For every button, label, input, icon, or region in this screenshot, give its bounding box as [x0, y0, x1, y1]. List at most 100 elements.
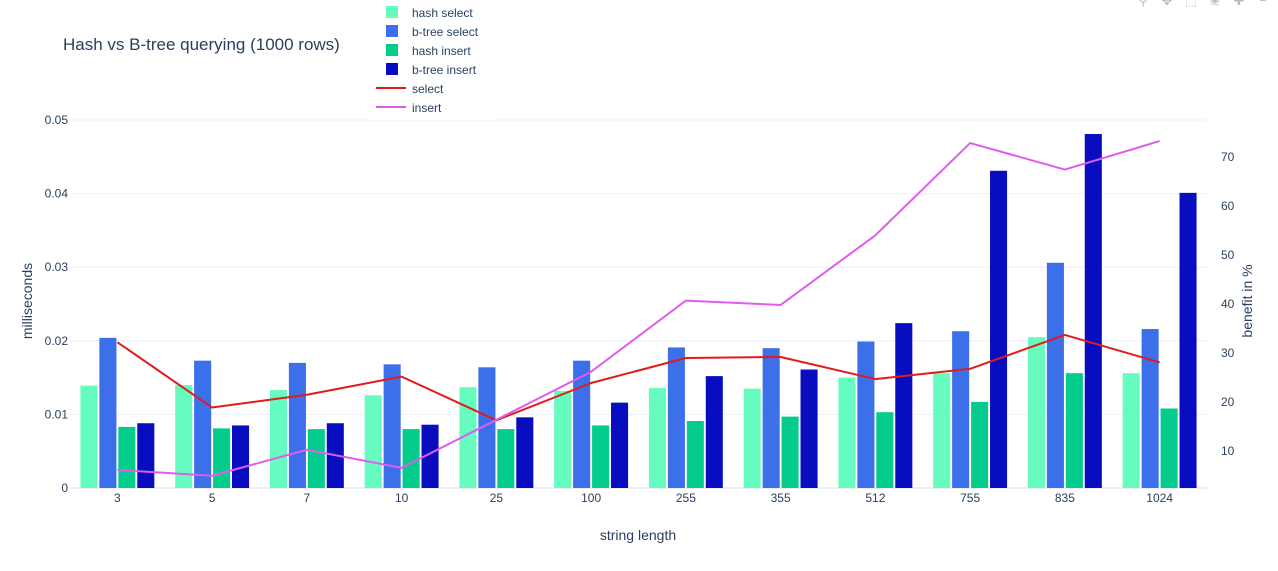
bar-hash-insert[interactable] — [1065, 373, 1083, 488]
x-tick-label: 100 — [581, 491, 601, 505]
y-tick-label: 0.01 — [45, 407, 69, 421]
y-tick-label: 0.02 — [45, 334, 69, 348]
bar-hash-insert[interactable] — [118, 426, 136, 488]
legend-symbol — [372, 79, 412, 98]
bar-hash-insert[interactable] — [307, 429, 325, 488]
y2-axis-title: benefit in % — [1239, 264, 1255, 337]
bar-b-tree-insert[interactable] — [137, 423, 155, 488]
bar-hash-select[interactable] — [364, 395, 382, 488]
legend-label: insert — [412, 100, 442, 115]
legend-item-b-tree-select[interactable]: b-tree select — [372, 22, 478, 41]
y2-tick-label: 20 — [1221, 395, 1235, 409]
pan-icon[interactable]: ✥ — [1161, 0, 1173, 8]
bar-b-tree-select[interactable] — [288, 362, 306, 488]
y-tick-label: 0.03 — [45, 260, 69, 274]
zoom-icon[interactable]: ⚲ — [1138, 0, 1148, 8]
bar-hash-select[interactable] — [933, 373, 951, 488]
y-tick-label: 0 — [61, 481, 68, 495]
bar-b-tree-select[interactable] — [952, 331, 970, 488]
bar-hash-select[interactable] — [838, 377, 856, 488]
bar-b-tree-select[interactable] — [99, 337, 117, 488]
modebar: ⚲ ✥ ⬚ ❀ ✚ − — [1136, 0, 1270, 8]
bar-b-tree-select[interactable] — [194, 360, 212, 488]
bar-b-tree-select[interactable] — [1046, 262, 1064, 488]
x-tick-label: 512 — [865, 491, 885, 505]
bar-hash-select[interactable] — [459, 387, 477, 488]
x-tick-label: 5 — [209, 491, 216, 505]
line-insert[interactable] — [117, 140, 1160, 477]
bar-hash-select[interactable] — [1027, 337, 1045, 488]
bar-hash-insert[interactable] — [686, 421, 704, 488]
bar-hash-select[interactable] — [743, 388, 761, 488]
legend-item-select[interactable]: select — [372, 79, 443, 98]
bar-b-tree-insert[interactable] — [611, 402, 629, 488]
bar-hash-insert[interactable] — [781, 416, 799, 488]
bar-b-tree-insert[interactable] — [895, 323, 913, 488]
bar-b-tree-select[interactable] — [1141, 329, 1159, 488]
y-tick-label: 0.04 — [45, 187, 69, 201]
legend-label: hash select — [412, 5, 473, 20]
x-tick-label: 25 — [490, 491, 504, 505]
legend-symbol — [372, 41, 412, 60]
legend-item-hash-insert[interactable]: hash insert — [372, 41, 471, 60]
legend-item-insert[interactable]: insert — [372, 98, 441, 117]
bar-hash-select[interactable] — [648, 387, 666, 488]
y2-tick-label: 40 — [1221, 297, 1235, 311]
bar-b-tree-select[interactable] — [857, 341, 875, 488]
bar-hash-select[interactable] — [80, 385, 98, 488]
legend-label: select — [412, 81, 444, 96]
legend: hash select b-tree select hash insert b-tre… — [372, 0, 492, 120]
legend-label: b-tree select — [412, 24, 479, 39]
x-tick-label: 7 — [304, 491, 311, 505]
y2-tick-label: 30 — [1221, 346, 1235, 360]
bar-b-tree-insert[interactable] — [421, 424, 439, 488]
bar-hash-select[interactable] — [1122, 373, 1140, 488]
box-select-icon[interactable]: ⬚ — [1184, 0, 1198, 8]
bar-b-tree-select[interactable] — [762, 348, 780, 488]
bar-b-tree-insert[interactable] — [516, 417, 534, 488]
bar-b-tree-insert[interactable] — [705, 376, 723, 488]
bar-b-tree-insert[interactable] — [232, 425, 250, 488]
x-tick-label: 255 — [676, 491, 696, 505]
bar-hash-insert[interactable] — [971, 401, 989, 488]
bar-b-tree-select[interactable] — [383, 364, 401, 488]
bar-b-tree-insert[interactable] — [990, 170, 1008, 488]
zoom-out-icon[interactable]: − — [1259, 0, 1267, 8]
bar-hash-select[interactable] — [175, 384, 193, 488]
x-tick-label: 10 — [395, 491, 409, 505]
lasso-select-icon[interactable]: ❀ — [1209, 0, 1221, 8]
y2-tick-label: 60 — [1221, 199, 1235, 213]
line-select[interactable] — [116, 333, 1160, 422]
bar-hash-insert[interactable] — [497, 429, 515, 488]
zoom-in-icon[interactable]: ✚ — [1233, 0, 1245, 8]
legend-item-hash-select[interactable]: hash select — [372, 3, 473, 22]
legend-item-b-tree-insert[interactable]: b-tree insert — [372, 60, 476, 79]
bar-hash-insert[interactable] — [213, 428, 231, 488]
bar-b-tree-select[interactable] — [478, 367, 496, 488]
x-tick-label: 835 — [1055, 491, 1075, 505]
x-tick-label: 3 — [114, 491, 121, 505]
bar-hash-select[interactable] — [269, 390, 287, 488]
bar-hash-insert[interactable] — [876, 412, 894, 488]
grid-layer — [70, 119, 1207, 489]
bar-hash-insert[interactable] — [592, 425, 610, 488]
bar-hash-insert[interactable] — [1160, 408, 1178, 488]
bar-hash-insert[interactable] — [402, 429, 420, 488]
bar-b-tree-select[interactable] — [667, 347, 685, 488]
legend-symbol — [372, 3, 412, 22]
x-tick-label: 355 — [771, 491, 791, 505]
bar-b-tree-insert[interactable] — [800, 369, 818, 488]
legend-symbol — [372, 22, 412, 41]
bar-b-tree-insert[interactable] — [1179, 192, 1197, 488]
y2-tick-label: 70 — [1221, 150, 1235, 164]
chart-title: Hash vs B-tree querying (1000 rows) — [63, 35, 340, 54]
legend-label: b-tree insert — [412, 62, 477, 77]
bar-hash-select[interactable] — [554, 390, 572, 488]
legend-symbol — [372, 60, 412, 79]
legend-symbol — [372, 98, 412, 117]
axis-layer: 0 0.01 0.02 0.03 0.04 0.05 10 20 30 40 50 60 70 3 5 7 10… — [45, 113, 1235, 505]
x-tick-label: 1024 — [1146, 491, 1173, 505]
bar-b-tree-select[interactable] — [573, 360, 591, 488]
bar-b-tree-insert[interactable] — [1084, 133, 1102, 488]
y2-tick-label: 50 — [1221, 248, 1235, 262]
